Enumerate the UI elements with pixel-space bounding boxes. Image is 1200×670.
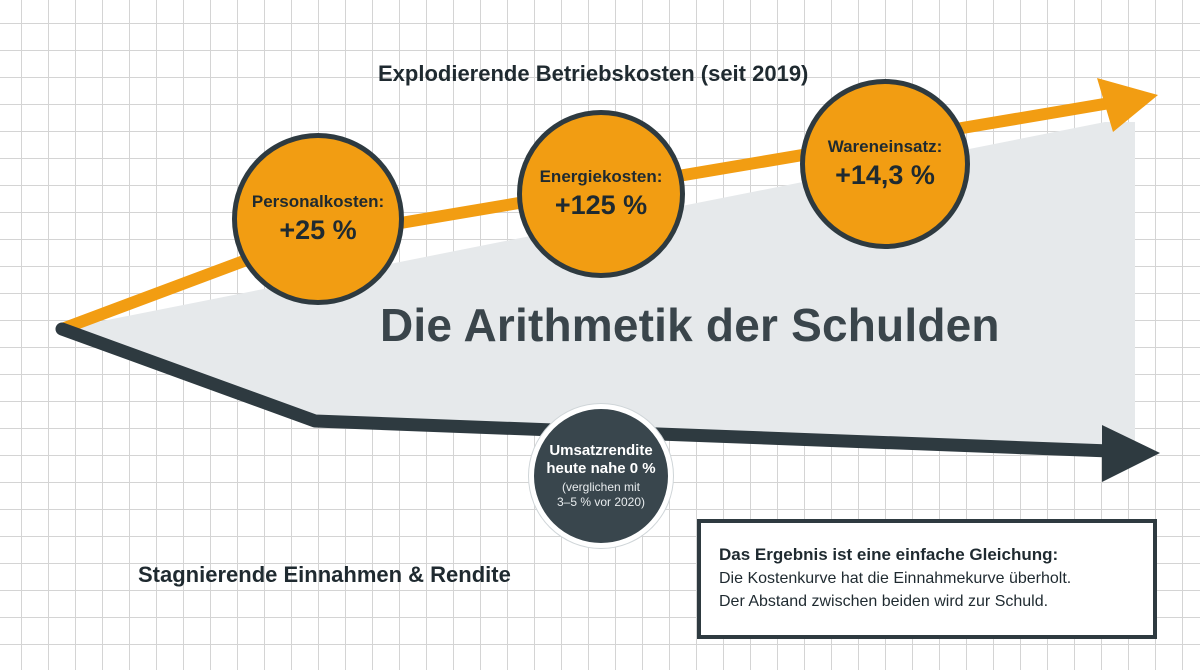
result-box: Das Ergebnis ist eine einfache Gleichung… [697,519,1157,639]
cost-bubble-name: Wareneinsatz: [827,137,943,157]
cost-heading: Explodierende Betriebskosten (seit 2019) [378,61,809,86]
margin-note-1: (verglichen mit [561,480,641,494]
result-line-1: Die Kostenkurve hat die Einnahmekurve üb… [719,570,1072,587]
cost-arrowhead-icon [1097,78,1158,132]
margin-line-2: heute nahe 0 % [546,460,656,477]
margin-line-1: Umsatzrendite [549,442,653,459]
revenue-arrowhead-icon [1102,425,1160,482]
cost-bubble-energy: Energiekosten: +125 % [517,110,685,278]
cost-bubble-value: +14,3 % [835,159,935,190]
revenue-heading: Stagnierende Einnahmen & Rendite [138,562,511,587]
cost-bubble-value: +25 % [279,214,357,245]
cost-bubble-name: Personalkosten: [251,192,385,212]
result-line-2: Der Abstand zwischen beiden wird zur Sch… [719,593,1049,610]
cost-bubble-goods: Wareneinsatz: +14,3 % [800,79,970,249]
cost-bubble-value: +125 % [554,189,648,220]
margin-note-2: 3–5 % vor 2020) [556,495,646,509]
cost-bubble-personnel: Personalkosten: +25 % [232,133,404,305]
cost-bubble-name: Energiekosten: [539,167,663,187]
result-title: Das Ergebnis ist eine einfache Gleichung… [719,545,1059,564]
revenue-curve [55,322,1117,458]
main-title: Die Arithmetik der Schulden [380,299,1000,351]
margin-bubble: Umsatzrendite heute nahe 0 % (verglichen… [529,404,673,548]
